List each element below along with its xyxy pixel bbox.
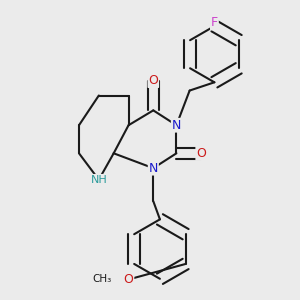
Text: O: O bbox=[196, 147, 206, 160]
Text: O: O bbox=[148, 74, 158, 87]
Text: N: N bbox=[148, 162, 158, 175]
Text: N: N bbox=[172, 119, 181, 132]
Text: CH₃: CH₃ bbox=[92, 274, 112, 284]
Text: NH: NH bbox=[90, 175, 107, 185]
Text: F: F bbox=[211, 16, 218, 29]
Text: O: O bbox=[124, 273, 134, 286]
